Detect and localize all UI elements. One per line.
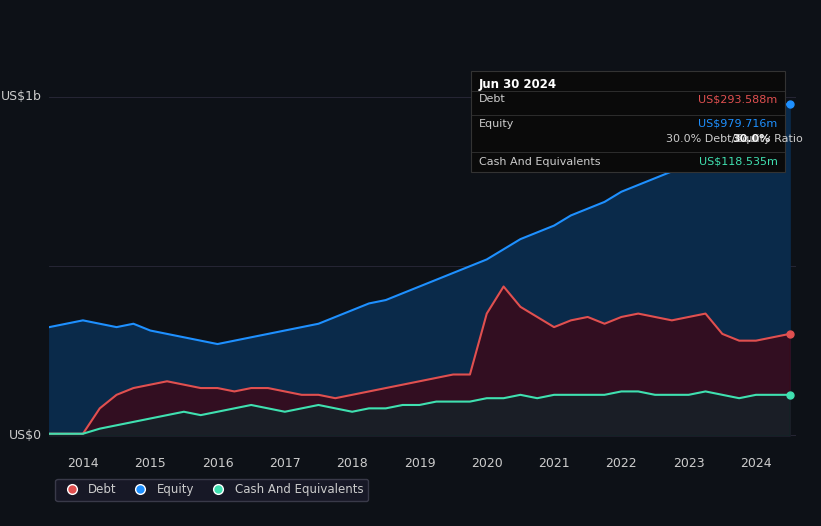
FancyBboxPatch shape <box>471 71 785 172</box>
Text: Debt: Debt <box>479 94 506 104</box>
Text: US$979.716m: US$979.716m <box>699 118 777 128</box>
Text: Equity: Equity <box>479 118 514 128</box>
Text: US$118.535m: US$118.535m <box>699 157 777 167</box>
Text: 30.0% Debt/Equity Ratio: 30.0% Debt/Equity Ratio <box>666 134 803 144</box>
Text: 30.0%: 30.0% <box>732 134 770 144</box>
Text: US$0: US$0 <box>9 429 42 442</box>
Text: US$1b: US$1b <box>1 90 42 104</box>
Text: Cash And Equivalents: Cash And Equivalents <box>479 157 600 167</box>
Text: Jun 30 2024: Jun 30 2024 <box>479 78 557 91</box>
Text: US$293.588m: US$293.588m <box>699 94 777 104</box>
Legend: Debt, Equity, Cash And Equivalents: Debt, Equity, Cash And Equivalents <box>55 479 368 501</box>
